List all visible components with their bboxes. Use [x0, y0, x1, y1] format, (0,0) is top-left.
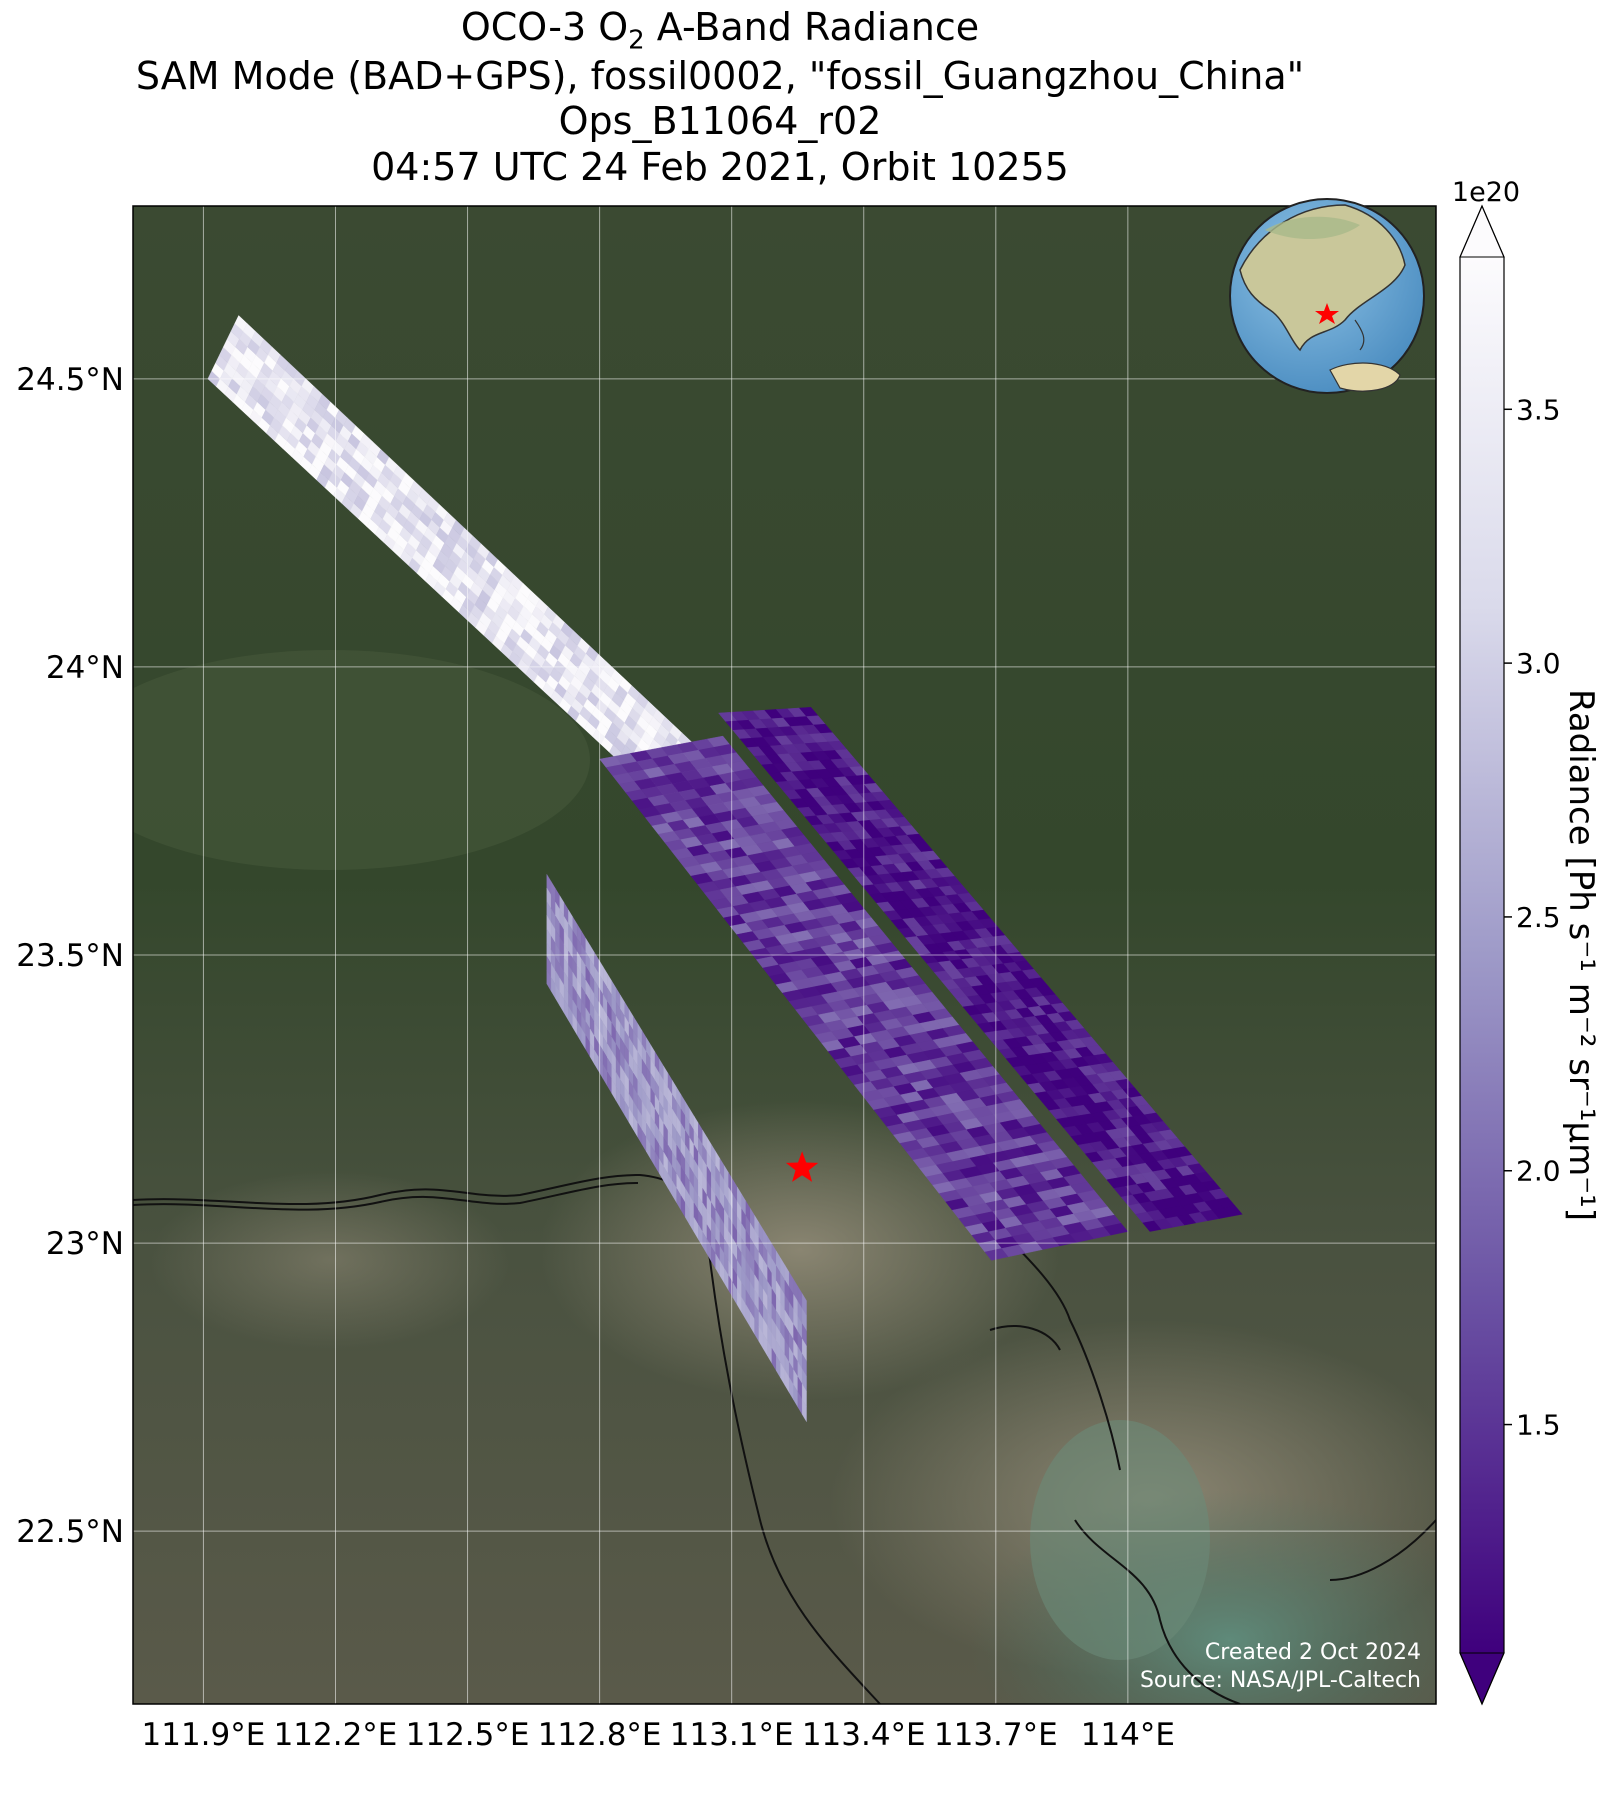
colorbar-tick-label: 3.0 — [1516, 647, 1561, 680]
colorbar-label: Radiance [Ph s⁻¹ m⁻² sr⁻¹μm⁻¹] — [1561, 689, 1601, 1221]
lon-tick-label: 112.5°E — [406, 1717, 530, 1753]
delta-outline — [989, 1229, 1121, 1471]
chart-title-line4: 04:57 UTC 24 Feb 2021, Orbit 10255 — [371, 145, 1069, 189]
river-coastline-2 — [133, 1182, 639, 1211]
lat-tick-label: 24°N — [46, 650, 124, 686]
lon-tick-label: 114°E — [1081, 1717, 1175, 1753]
lon-tick-label: 113.4°E — [802, 1717, 926, 1753]
lon-tick-label: 112.2°E — [274, 1717, 398, 1753]
radiance-swaths — [207, 315, 1243, 1423]
lat-tick-label: 23°N — [46, 1226, 124, 1262]
lat-tick-label: 24.5°N — [16, 362, 124, 398]
credit-source: Source: NASA/JPL-Caltech — [1139, 1668, 1421, 1693]
swath-cell — [801, 1398, 807, 1423]
title-subscript: 2 — [628, 25, 645, 56]
chart-title-line2: SAM Mode (BAD+GPS), fossil0002, "fossil_… — [135, 54, 1305, 98]
coastline — [1074, 1519, 1436, 1704]
inset-globe-icon — [1229, 198, 1425, 394]
colorbar-tick-label: 3.5 — [1516, 393, 1561, 426]
swath-right — [718, 707, 1243, 1232]
lat-tick-label: 22.5°N — [16, 1514, 124, 1550]
swath-cell — [1223, 1205, 1243, 1217]
lon-tick-label: 111.9°E — [142, 1717, 266, 1753]
colorbar-tick-label: 2.5 — [1516, 901, 1561, 934]
colorbar-tick-label: 1.5 — [1516, 1409, 1561, 1442]
colorbar-tick-label: 2.0 — [1516, 1155, 1561, 1188]
map-frame — [132, 205, 1437, 1705]
lon-tick-label: 112.8°E — [538, 1717, 662, 1753]
basemap — [133, 206, 1436, 1704]
colorbar-ticks: 1.5 2.0 2.5 3.0 3.5 — [1504, 393, 1561, 1442]
chart-title-line1: OCO-3 O2 A-Band Radiance — [0, 6, 1440, 62]
chart-title-line3: Ops_B11064_r02 — [558, 99, 882, 143]
colorbar: 1.5 2.0 2.5 3.0 3.5 1e20 Radiance [Ph s⁻¹ m⁻… — [1452, 177, 1601, 1706]
river-coastline — [133, 1173, 881, 1704]
axis-tick-labels: 111.9°E 112.2°E 112.5°E 112.8°E 113.1°E 113.4… — [16, 362, 1175, 1753]
title-part-b: A-Band Radiance — [644, 5, 980, 49]
swath-lower-left — [546, 873, 807, 1423]
lon-tick-label: 113.7°E — [934, 1717, 1058, 1753]
swath-upper-left — [207, 315, 741, 846]
target-star-icon — [785, 1151, 819, 1182]
title-part-a: OCO-3 O — [460, 5, 629, 49]
colorbar-multiplier: 1e20 — [1452, 177, 1520, 208]
credit-created: Created 2 Oct 2024 — [1204, 1640, 1421, 1665]
lon-tick-label: 113.1°E — [670, 1717, 794, 1753]
grid-lines — [133, 206, 1436, 1704]
lat-tick-label: 23.5°N — [16, 938, 124, 974]
swath-center — [599, 735, 1129, 1261]
